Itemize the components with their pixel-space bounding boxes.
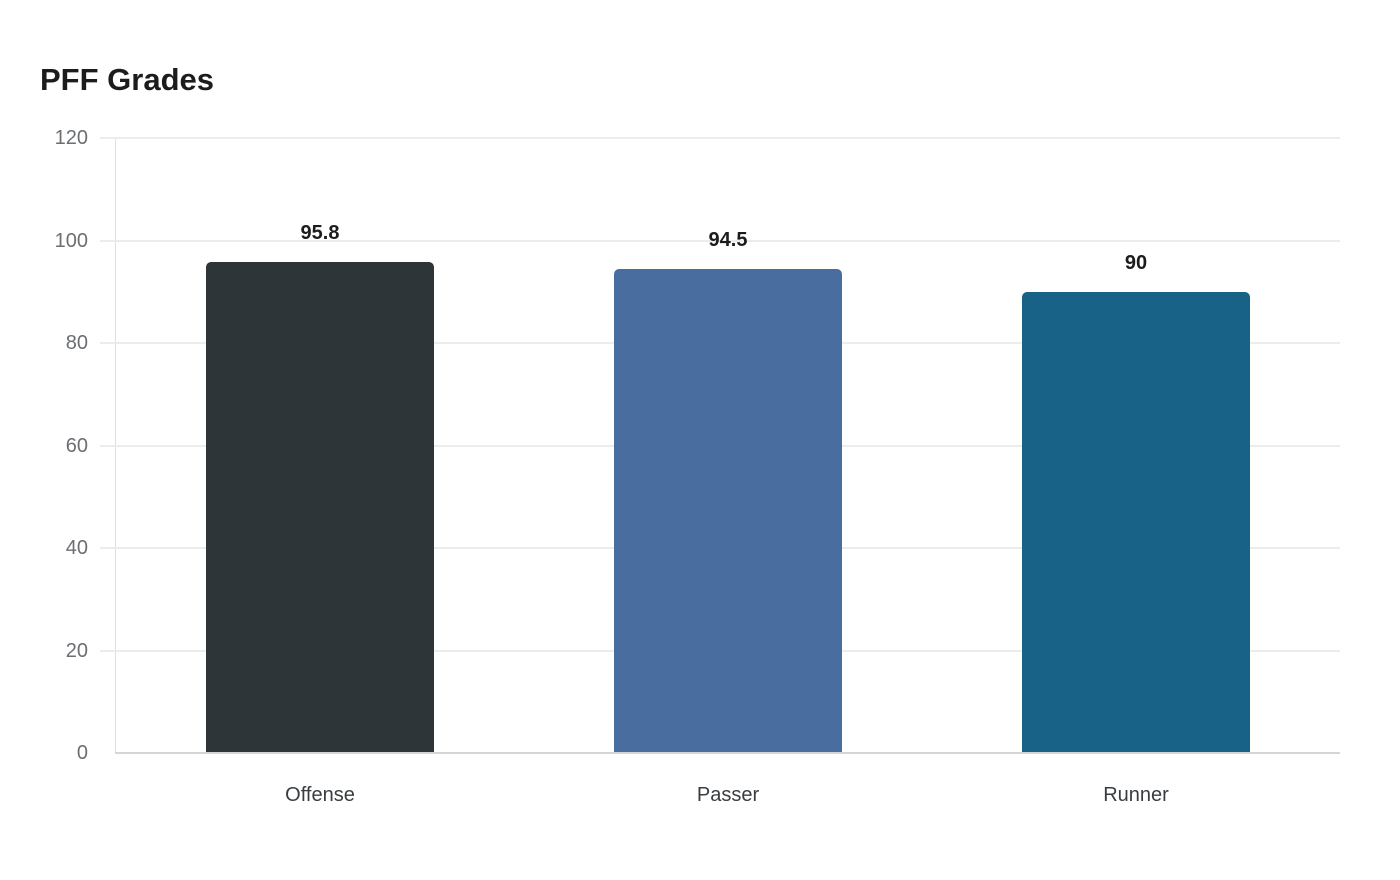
bar-runner[interactable] xyxy=(1022,291,1250,752)
bar-offense[interactable] xyxy=(206,262,434,752)
y-tick-label: 60 xyxy=(65,434,88,457)
x-tick-label: Offense xyxy=(285,784,355,806)
value-label: 90 xyxy=(1124,251,1148,274)
y-tick-label: 120 xyxy=(54,127,88,149)
y-tick-label: 20 xyxy=(65,639,88,662)
y-tick-label: 40 xyxy=(65,537,88,559)
gridline xyxy=(100,239,1340,242)
x-tick-label: Passer xyxy=(696,784,760,806)
gridline xyxy=(100,137,1340,139)
y-tick-label: 0 xyxy=(76,742,88,764)
value-label: 95.8 xyxy=(300,222,340,245)
chart-title: PFF Grades xyxy=(40,62,214,97)
value-label: 94.5 xyxy=(708,228,748,251)
y-tick-label: 100 xyxy=(54,229,88,252)
bar-passer[interactable] xyxy=(614,268,842,752)
x-tick-label: Runner xyxy=(1103,784,1169,806)
x-axis-line xyxy=(115,752,1340,754)
y-tick-label: 80 xyxy=(65,332,88,354)
